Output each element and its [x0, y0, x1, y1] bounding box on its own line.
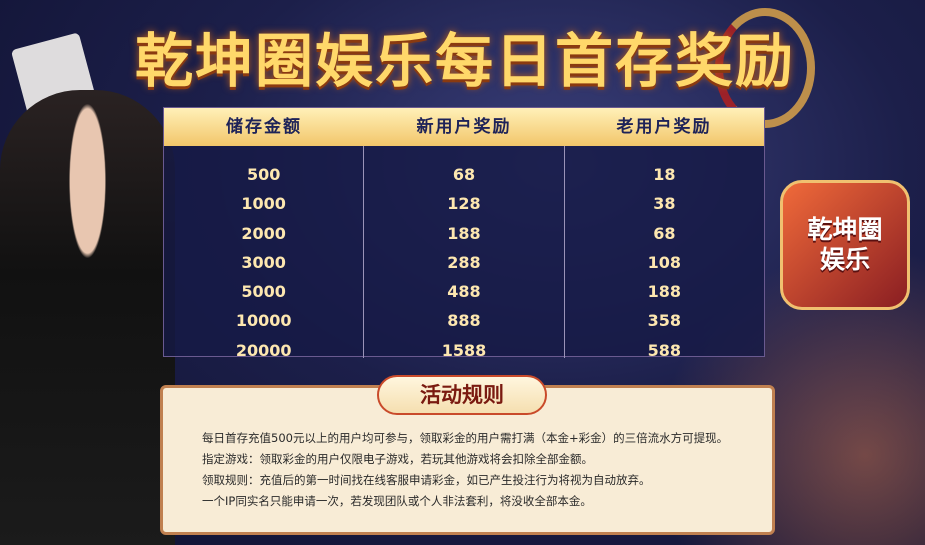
- table-body: 500 1000 2000 3000 5000 10000 20000 68 128 188 288…: [164, 146, 764, 360]
- column-deposit: 500 1000 2000 3000 5000 10000 20000: [164, 146, 365, 360]
- dragon-ring-decoration: [715, 8, 815, 128]
- logo-line2: 娱乐: [819, 245, 870, 274]
- table-cell: 1588: [441, 340, 487, 360]
- table-cell: 358: [647, 311, 682, 331]
- header-deposit: 储存金额: [226, 117, 302, 137]
- table-cell: 38: [653, 194, 676, 214]
- table-cell: 108: [647, 252, 682, 272]
- rules-text: 每日首存充值500元以上的用户均可参与，领取彩金的用户需打满（本金+彩金）的三倍…: [202, 428, 772, 512]
- reward-table: 储存金额 新用户奖励 老用户奖励 500 1000 2000 3000 5000 1000…: [163, 107, 765, 360]
- rule-line: 领取规则：充值后的第一时间找在线客服申请彩金，如已产生投注行为将视为自动放弃。: [202, 473, 651, 487]
- table-cell: 488: [447, 282, 481, 302]
- table-cell: 588: [647, 340, 682, 360]
- table-cell: 68: [653, 223, 676, 243]
- header-new-user: 新用户奖励: [416, 117, 512, 137]
- table-cell: 128: [447, 194, 481, 214]
- model-figure-image: [0, 90, 175, 545]
- table-cell: 18: [653, 165, 676, 184]
- logo-line1: 乾坤圈: [807, 215, 883, 244]
- table-cell: 3000: [241, 252, 286, 272]
- rule-line: 指定游戏：领取彩金的用户仅限电子游戏，若玩其他游戏将会扣除全部金额。: [202, 452, 593, 466]
- column-new-user: 68 128 188 288 488 888 1588: [364, 146, 565, 360]
- rule-line: 一个IP同实名只能申请一次，若发现团队或个人非法套利，将没收全部本金。: [202, 494, 592, 508]
- header-old-user: 老用户奖励: [616, 117, 712, 137]
- app-logo: 乾坤圈 娱乐: [780, 180, 910, 310]
- table-cell: 500: [246, 165, 281, 184]
- table-cell: 2000: [241, 223, 286, 243]
- table-cell: 888: [447, 311, 481, 331]
- table-cell: 10000: [235, 311, 292, 331]
- table-cell: 68: [452, 165, 476, 184]
- rule-line: 每日首存充值500元以上的用户均可参与，领取彩金的用户需打满（本金+彩金）的三倍…: [202, 431, 729, 445]
- table-cell: 188: [647, 282, 682, 302]
- table-cell: 188: [447, 223, 481, 243]
- table-header: 储存金额 新用户奖励 老用户奖励: [164, 108, 764, 146]
- table-cell: 1000: [241, 194, 286, 214]
- table-cell: 20000: [235, 340, 292, 360]
- table-cell: 5000: [241, 282, 286, 302]
- column-old-user: 18 38 68 108 188 358 588: [565, 146, 764, 360]
- page-title: 乾坤圈娱乐每日首存奖励: [134, 27, 795, 95]
- rules-title: 活动规则: [377, 375, 547, 415]
- table-cell: 288: [447, 252, 481, 272]
